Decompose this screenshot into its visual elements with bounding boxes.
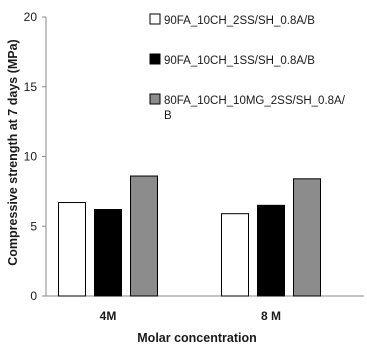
x-ticks: 4M 8 M <box>100 309 281 323</box>
legend-swatch-series-3 <box>149 93 161 105</box>
bar-8m-series-2 <box>257 204 285 297</box>
x-tick-label: 4M <box>100 309 117 323</box>
bars <box>58 175 321 297</box>
bar-4m-series-3 <box>130 175 158 297</box>
y-tick-label: 20 <box>24 10 38 24</box>
legend-label-series-2: 90FA_10CH_1SS/SH_0.8A/B <box>164 55 315 67</box>
bar-8m-series-3 <box>293 178 321 297</box>
x-axis-title: Molar concentration <box>137 331 256 345</box>
legend-swatch-series-2 <box>149 53 161 65</box>
x-tick-label: 8 M <box>261 309 281 323</box>
y-tick-label: 0 <box>30 289 37 303</box>
y-tick-label: 10 <box>24 150 38 164</box>
bar-8m-series-1 <box>221 213 249 297</box>
y-tick-label: 5 <box>30 219 37 233</box>
bar-4m-series-1 <box>58 202 86 297</box>
legend-swatch-series-1 <box>149 13 161 25</box>
y-tick-label: 15 <box>24 80 38 94</box>
legend-label-series-1: 90FA_10CH_2SS/SH_0.8A/B <box>164 15 315 27</box>
legend-label-series-3: 80FA_10CH_10MG_2SS/SH_0.8A/B <box>164 95 346 122</box>
y-axis-title: Compressive strength at 7 days (MPa) <box>6 39 20 265</box>
legend: 90FA_10CH_2SS/SH_0.8A/B 90FA_10CH_1SS/SH_… <box>149 13 346 122</box>
bar-4m-series-2 <box>94 209 122 297</box>
y-ticks: 0 5 10 15 20 <box>24 10 46 303</box>
